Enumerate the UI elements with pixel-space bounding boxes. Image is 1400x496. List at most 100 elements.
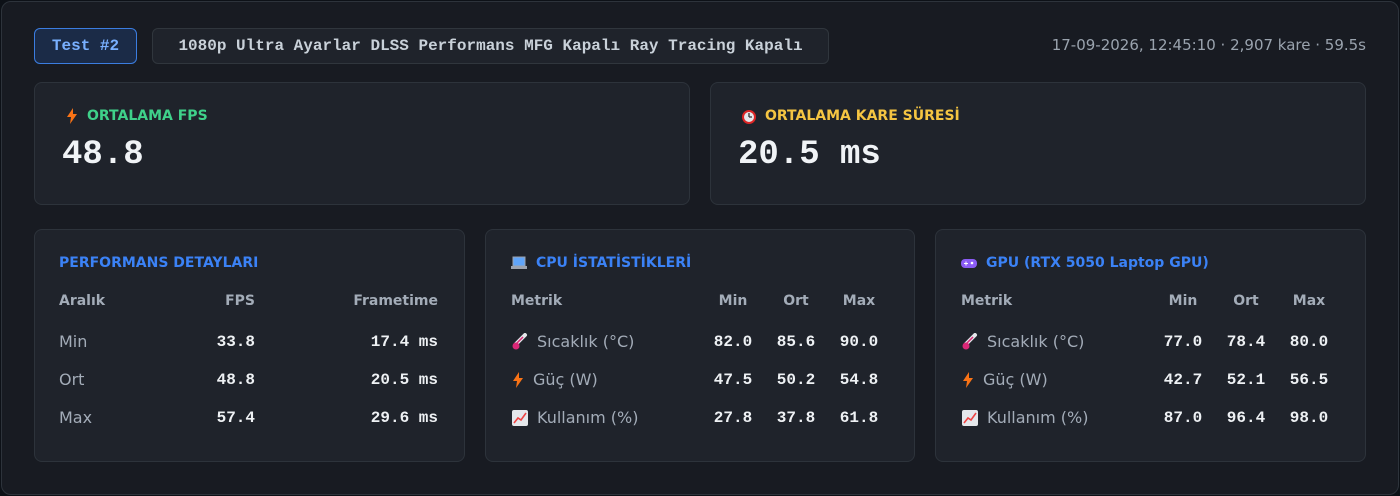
summary-card — [34, 82, 690, 205]
cell-value: 50.2 — [756, 370, 836, 390]
cell-value: 90.0 — [819, 332, 899, 352]
column-header-text: Metrik — [961, 293, 1013, 309]
row-label-text: Kullanım (%) — [987, 408, 1089, 427]
column-header-text: Aralık — [59, 293, 106, 309]
cell-value: 85.6 — [756, 332, 836, 352]
test-badge: Test #2 — [34, 28, 137, 64]
cell-value-text: 56.5 — [1289, 371, 1329, 389]
column-header-text: Ort — [1233, 293, 1259, 309]
cell-value-text: 37.8 — [776, 409, 816, 427]
cell-value: 48.8 — [217, 370, 255, 390]
cell-value: 33.8 — [217, 332, 255, 352]
cell-value: 78.4 — [1206, 332, 1286, 352]
column-header-text: Ort — [783, 293, 809, 309]
row-label: Güç (W) — [961, 370, 1048, 390]
summary-value: 20.5 ms — [738, 136, 881, 174]
cell-value: 87.0 — [1143, 408, 1223, 428]
row-label-text: Min — [59, 332, 88, 351]
cell-value: 54.8 — [819, 370, 899, 390]
column-header: Min — [693, 291, 773, 311]
column-header: Ort — [756, 291, 836, 311]
column-header: Max — [819, 291, 899, 311]
panel-title-text: GPU (RTX 5050 Laptop GPU) — [986, 255, 1209, 271]
cell-value: 56.5 — [1269, 370, 1349, 390]
column-header-text: Frametime — [353, 293, 438, 309]
summary-label: ORTALAMA FPS — [65, 108, 208, 124]
cell-value: 57.4 — [217, 408, 255, 428]
column-header: Min — [1143, 291, 1223, 311]
row-label-text: Güç (W) — [983, 370, 1048, 389]
panel-title: PERFORMANS DETAYLARI — [59, 255, 258, 271]
cell-value: 61.8 — [819, 408, 899, 428]
row-label: Güç (W) — [511, 370, 598, 390]
row-label-text: Ort — [59, 370, 85, 389]
cell-value-text: 27.8 — [713, 409, 753, 427]
cell-value: 80.0 — [1269, 332, 1349, 352]
cell-value: 96.4 — [1206, 408, 1286, 428]
cell-value-text: 90.0 — [839, 333, 879, 351]
cell-value-text: 42.7 — [1163, 371, 1203, 389]
cell-value-text: 85.6 — [776, 333, 816, 351]
summary-value-text: 48.8 — [62, 136, 144, 174]
row-label: Kullanım (%) — [961, 408, 1088, 428]
column-header-text: Metrik — [511, 293, 563, 309]
panel-card — [34, 229, 465, 462]
test-meta: 17-09-2026, 12:45:10 · 2,907 kare · 59.5… — [1051, 36, 1366, 54]
cell-value-text: 61.8 — [839, 409, 879, 427]
panel-title: CPU İSTATİSTİKLERİ — [510, 255, 691, 271]
cell-value-text: 29.6 ms — [370, 409, 438, 427]
cell-value-text: 82.0 — [713, 333, 753, 351]
cell-value-text: 78.4 — [1226, 333, 1266, 351]
row-label-text: Sıcaklık (°C) — [987, 332, 1085, 351]
cell-value-text: 98.0 — [1289, 409, 1329, 427]
panel-card — [935, 229, 1366, 462]
cell-value-text: 33.8 — [216, 333, 255, 351]
cell-value: 20.5 ms — [371, 370, 438, 390]
cell-value-text: 96.4 — [1226, 409, 1266, 427]
row-label: Kullanım (%) — [511, 408, 638, 428]
cell-value-text: 48.8 — [216, 371, 255, 389]
row-label: Sıcaklık (°C) — [511, 332, 634, 352]
cell-value: 77.0 — [1143, 332, 1223, 352]
column-header: FPS — [225, 291, 255, 311]
panel-card — [485, 229, 915, 462]
cell-value: 27.8 — [693, 408, 773, 428]
summary-card — [710, 82, 1366, 205]
column-header-text: Min — [1168, 293, 1198, 309]
summary-label-text: ORTALAMA KARE SÜRESİ — [765, 108, 960, 124]
settings-label: 1080p Ultra Ayarlar DLSS Performans MFG … — [152, 28, 829, 64]
column-header: Max — [1269, 291, 1349, 311]
cell-value-text: 50.2 — [776, 371, 816, 389]
column-header: Ort — [1206, 291, 1286, 311]
cell-value-text: 54.8 — [839, 371, 879, 389]
row-label-text: Kullanım (%) — [537, 408, 639, 427]
column-header-text: Max — [1292, 293, 1326, 309]
column-header: Metrik — [511, 291, 562, 311]
cell-value-text: 47.5 — [713, 371, 753, 389]
panel-title-text: CPU İSTATİSTİKLERİ — [536, 255, 692, 271]
row-label: Ort — [59, 370, 84, 390]
column-header: Frametime — [353, 291, 438, 311]
cell-value: 82.0 — [693, 332, 773, 352]
cell-value-text: 57.4 — [216, 409, 255, 427]
cell-value-text: 80.0 — [1289, 333, 1329, 351]
summary-value: 48.8 — [62, 136, 144, 174]
cell-value-text: 52.1 — [1226, 371, 1266, 389]
column-header: Aralık — [59, 291, 105, 311]
cell-value: 98.0 — [1269, 408, 1349, 428]
panel-title: GPU (RTX 5050 Laptop GPU) — [960, 255, 1209, 271]
column-header-text: FPS — [225, 293, 255, 309]
summary-label: ORTALAMA KARE SÜRESİ — [741, 108, 960, 124]
cell-value: 29.6 ms — [371, 408, 438, 428]
column-header: Metrik — [961, 291, 1012, 311]
row-label: Min — [59, 332, 87, 352]
row-label-text: Max — [59, 408, 93, 427]
summary-value-text: 20.5 ms — [738, 136, 881, 174]
cell-value: 17.4 ms — [371, 332, 438, 352]
row-label: Max — [59, 408, 92, 428]
cell-value: 52.1 — [1206, 370, 1286, 390]
panel-title-text: PERFORMANS DETAYLARI — [59, 255, 259, 271]
column-header-text: Max — [842, 293, 876, 309]
cell-value: 47.5 — [693, 370, 773, 390]
summary-label-text: ORTALAMA FPS — [87, 108, 208, 124]
